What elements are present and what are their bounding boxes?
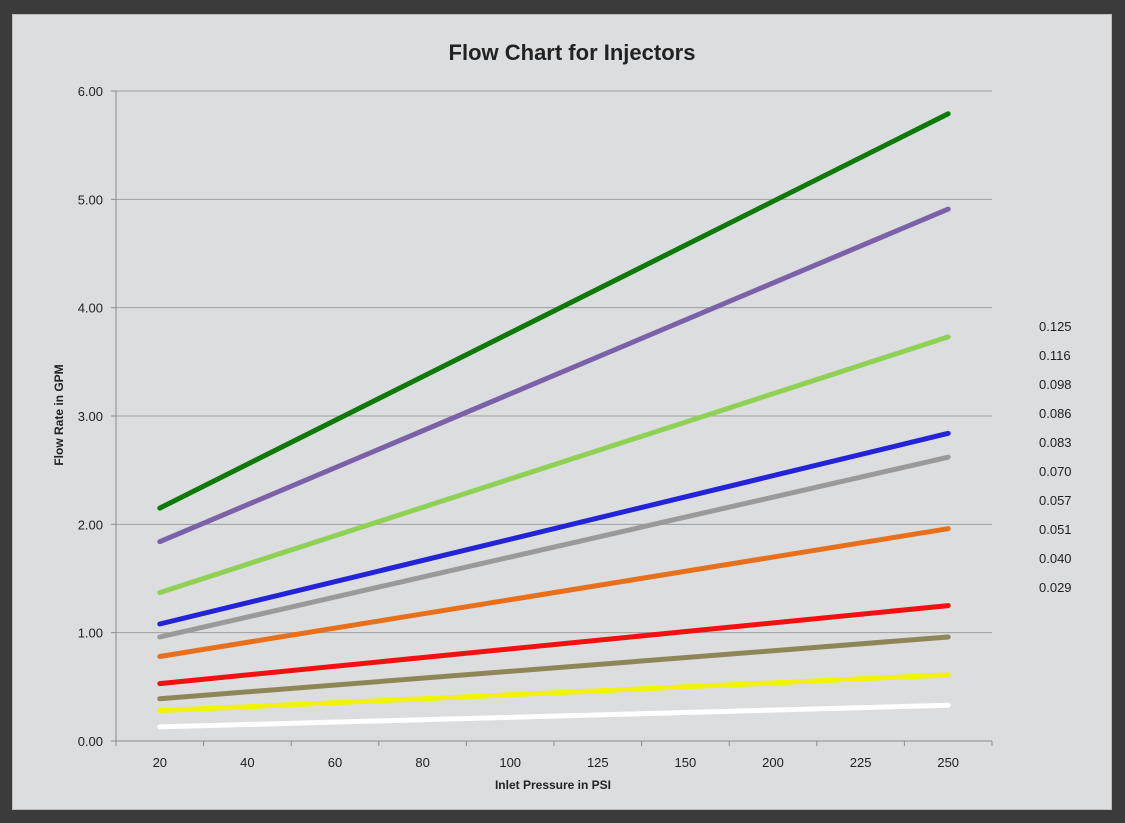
y-axis-title: Flow Rate in GPM: [52, 364, 66, 465]
legend-label: 0.070: [1039, 464, 1072, 479]
series-line-0.029: [157, 702, 951, 730]
x-tick-labels: 20 40 60 80 100 125 150 200 225 250: [153, 755, 959, 770]
legend-label: 0.029: [1039, 580, 1072, 595]
gridlines: [116, 90, 992, 634]
y-tick-labels: 0.00 1.00 2.00 3.00 4.00 5.00 6.00: [78, 84, 103, 749]
y-tick-label: 4.00: [78, 301, 103, 316]
x-tick-label: 150: [675, 755, 697, 770]
legend-label: 0.083: [1039, 435, 1072, 450]
series-line-0.040: [157, 672, 951, 714]
x-tick-label: 20: [153, 755, 167, 770]
series-line-0.051: [157, 634, 951, 702]
x-tick-label: 200: [762, 755, 784, 770]
x-tick-label: 125: [587, 755, 609, 770]
series-line-0.098: [157, 334, 951, 596]
legend-label: 0.051: [1039, 522, 1072, 537]
x-tick-label: 40: [240, 755, 254, 770]
legend-label: 0.086: [1039, 406, 1072, 421]
legend-label: 0.098: [1039, 377, 1072, 392]
legend-label: 0.116: [1039, 348, 1071, 363]
y-tick-label: 0.00: [78, 734, 103, 749]
x-tick-label: 225: [850, 755, 872, 770]
y-tick-label: 6.00: [78, 84, 103, 99]
series-line-0.070: [157, 526, 951, 659]
series-line-0.125: [157, 111, 951, 511]
legend-label: 0.057: [1039, 493, 1072, 508]
legend-label: 0.125: [1039, 319, 1072, 334]
x-tick-label: 60: [328, 755, 342, 770]
series-line-0.083: [157, 454, 951, 640]
legend-label: 0.040: [1039, 551, 1072, 566]
chart-title: Flow Chart for Injectors: [449, 40, 696, 65]
series-line-0.086: [157, 430, 951, 627]
series-line-0.057: [157, 603, 951, 687]
x-axis-title: Inlet Pressure in PSI: [495, 778, 611, 792]
y-tick-label: 3.00: [78, 409, 103, 424]
y-tick-label: 1.00: [78, 626, 103, 641]
axes: [111, 90, 993, 746]
series-line-0.116: [157, 206, 951, 545]
x-tick-label: 80: [415, 755, 429, 770]
x-tick-label: 100: [499, 755, 521, 770]
x-tick-label: 250: [937, 755, 959, 770]
y-tick-label: 2.00: [78, 517, 103, 532]
legend: 0.125 0.116 0.098 0.086 0.083 0.070 0.057 0.051…: [1039, 319, 1072, 595]
series-lines: [157, 111, 951, 730]
y-tick-label: 5.00: [78, 192, 103, 207]
